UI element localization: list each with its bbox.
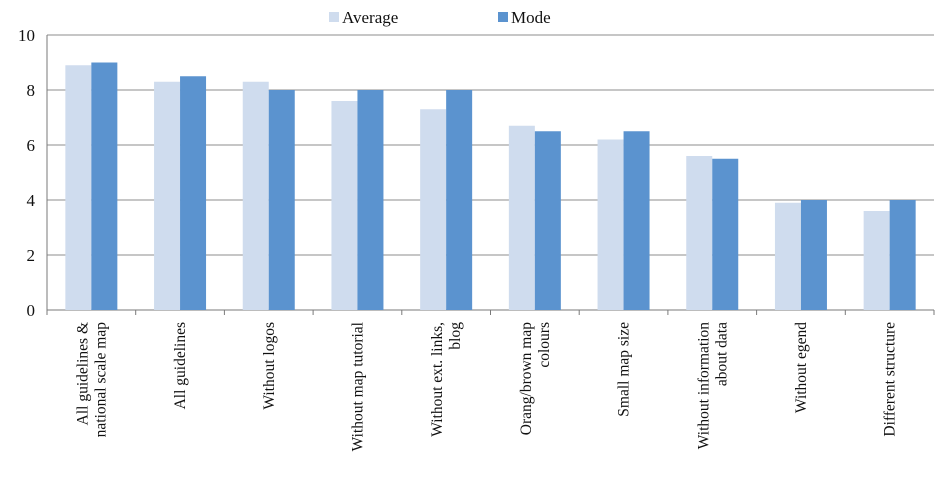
- category-label-line: colours: [536, 322, 553, 368]
- y-tick-label-8: 8: [27, 81, 36, 100]
- category-label-5: Orang/brown mapcolours: [518, 322, 553, 435]
- bar-mode-3: [357, 90, 384, 310]
- bar-mode-7: [712, 158, 739, 310]
- category-label-7: Without informationabout data: [695, 322, 730, 449]
- bar-average-5: [508, 125, 535, 310]
- bar-mode-5: [534, 131, 561, 310]
- bar-mode-9: [889, 200, 916, 310]
- category-labels: All guidelines &national scale map All gu…: [74, 322, 898, 452]
- bar-average-1: [154, 81, 181, 310]
- category-label-line: All guidelines &: [74, 322, 91, 425]
- category-label-line: Orang/brown map: [518, 322, 535, 435]
- category-label-line: Without egend: [793, 322, 810, 413]
- bar-average-4: [420, 109, 447, 310]
- category-label-6: Small map size: [616, 322, 633, 417]
- bar-average-0: [65, 65, 92, 310]
- y-tick-labels: 0 2 4 6 8 10: [18, 26, 36, 320]
- bars: [65, 62, 916, 310]
- legend-label-average: Average: [342, 8, 398, 27]
- category-label-line: Without map tutorial: [349, 322, 366, 451]
- category-label-line: Without ext. links,: [429, 322, 446, 437]
- legend-swatch-average: [329, 12, 339, 22]
- bar-mode-1: [180, 76, 207, 310]
- category-label-3: Without map tutorial: [349, 322, 366, 451]
- category-label-9: Different structure: [882, 322, 899, 437]
- y-tick-label-2: 2: [27, 246, 36, 265]
- category-label-line: Without logos: [261, 322, 278, 410]
- bar-average-6: [597, 139, 624, 310]
- category-label-line: Small map size: [616, 322, 633, 417]
- bar-mode-8: [800, 200, 827, 310]
- category-label-8: Without egend: [793, 322, 810, 413]
- category-label-line: national scale map: [92, 322, 109, 438]
- bar-average-9: [863, 211, 890, 310]
- legend: Average Mode: [329, 8, 551, 27]
- category-label-line: Different structure: [882, 322, 899, 437]
- y-tick-label-6: 6: [27, 136, 36, 155]
- bar-mode-0: [91, 62, 118, 310]
- bar-average-8: [774, 202, 801, 310]
- bar-mode-6: [623, 131, 650, 310]
- category-label-line: blog: [447, 322, 464, 350]
- legend-label-mode: Mode: [511, 8, 551, 27]
- bar-mode-4: [446, 90, 473, 310]
- category-label-4: Without ext. links,blog: [429, 322, 464, 437]
- y-tick-label-0: 0: [27, 301, 36, 320]
- bar-average-3: [331, 101, 358, 310]
- bar-average-2: [242, 81, 269, 310]
- category-label-0: All guidelines &national scale map: [74, 322, 109, 438]
- category-label-1: All guidelines: [172, 322, 189, 409]
- y-tick-label-10: 10: [18, 26, 35, 45]
- category-label-2: Without logos: [261, 322, 278, 410]
- legend-swatch-mode: [498, 12, 508, 22]
- category-label-line: about data: [713, 322, 730, 386]
- bar-average-7: [686, 156, 713, 310]
- bar-mode-2: [268, 90, 295, 310]
- category-label-line: All guidelines: [172, 322, 189, 409]
- category-label-line: Without information: [695, 322, 712, 449]
- y-tick-label-4: 4: [27, 191, 36, 210]
